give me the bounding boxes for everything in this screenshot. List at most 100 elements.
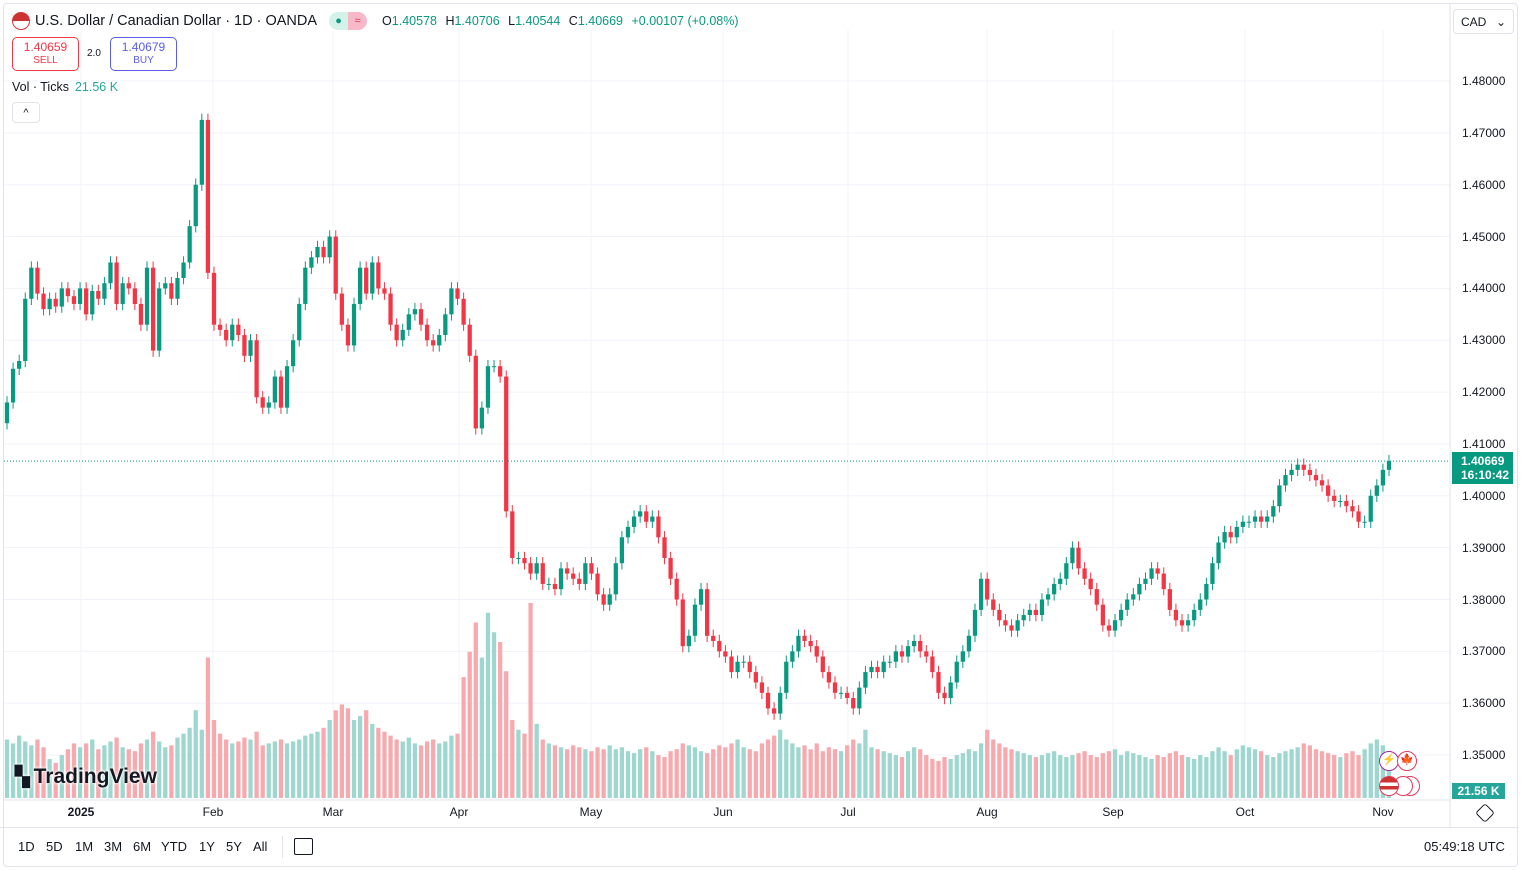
candle-body [936, 672, 941, 693]
volume-bar [1076, 753, 1081, 798]
price-tick: 1.37000 [1462, 644, 1506, 659]
candle-body [924, 651, 929, 657]
candle-body [741, 661, 746, 663]
volume-bar [778, 729, 783, 798]
volume-bar [1216, 747, 1221, 798]
candle-body [991, 599, 996, 610]
timeframe-3m[interactable]: 3M [104, 839, 123, 854]
candle-body [132, 288, 137, 304]
clock[interactable]: 05:49:18 UTC [1424, 839, 1505, 854]
volume-bar [1185, 757, 1191, 798]
volume-bar [1045, 753, 1051, 798]
candle-body [1003, 620, 1008, 626]
timeframe-6m[interactable]: 6M [133, 839, 152, 854]
bottom-toolbar [0, 827, 1517, 828]
candle-body [437, 335, 442, 346]
candle-body [571, 573, 576, 579]
volume-bar [1350, 751, 1355, 798]
candle-body [784, 661, 789, 693]
candle-body [546, 583, 551, 585]
candle-body [778, 692, 783, 714]
timeframe-ytd[interactable]: YTD [161, 839, 187, 854]
candle-body [558, 568, 564, 590]
timeframe-1d[interactable]: 1D [18, 839, 35, 854]
timeframe-1y[interactable]: 1Y [199, 839, 215, 854]
volume-bar [577, 747, 582, 798]
timeframe-1m[interactable]: 1M [75, 839, 94, 854]
candle-body [698, 589, 704, 605]
candle-body [1118, 609, 1124, 621]
candle-body [242, 335, 247, 356]
volume-bar [1265, 755, 1270, 798]
candle-body [406, 314, 411, 330]
time-tick: Nov [1372, 805, 1394, 819]
volume-bar [564, 749, 570, 798]
volume-bar [1356, 755, 1361, 798]
calendar-icon[interactable] [294, 838, 313, 855]
candle-body [930, 656, 935, 673]
volume-bar [924, 755, 929, 798]
candle-body [297, 303, 302, 341]
candle-body [199, 119, 204, 185]
volume-bar [1271, 757, 1276, 798]
volume-bar [169, 745, 174, 798]
candle-body [1222, 532, 1227, 543]
candle-body [1356, 511, 1361, 522]
collapse-legend-button[interactable]: ^ [12, 102, 40, 123]
candle-body [1112, 620, 1118, 631]
time-tick: Oct [1235, 805, 1255, 819]
candle-body [826, 672, 832, 683]
last-volume-label: 21.56 K [1452, 783, 1505, 799]
volume-bar [1167, 753, 1172, 798]
volume-bar [583, 749, 588, 798]
candle-body [71, 296, 77, 304]
event-canada-flag-icon[interactable]: 🍁 [1397, 751, 1417, 771]
volume-bar [1374, 739, 1379, 798]
candle-body [1015, 620, 1020, 631]
timeframe-5y[interactable]: 5Y [226, 839, 242, 854]
volume-bar [680, 743, 685, 798]
candle-body [53, 298, 58, 307]
volume-bar [431, 739, 436, 798]
candle-body [211, 272, 217, 325]
candle-body [230, 324, 235, 341]
timeframe-all[interactable]: All [253, 839, 268, 854]
candle-body [1277, 485, 1282, 507]
candle-body [717, 640, 722, 652]
buy-button[interactable]: 1.40679 BUY [110, 37, 177, 71]
volume-bar [1155, 755, 1160, 798]
event-us-flag-icon[interactable] [1379, 776, 1399, 796]
timeframe-5d[interactable]: 5D [46, 839, 63, 854]
market-open-icon: ● [329, 12, 349, 30]
candle-body [753, 672, 758, 683]
volume-legend[interactable]: Vol · Ticks 21.56 K [12, 80, 118, 94]
volume-bar [771, 735, 777, 798]
price-tick: 1.43000 [1462, 333, 1506, 348]
candle-body [1173, 609, 1179, 621]
candle-body [1246, 521, 1252, 523]
volume-bar [187, 727, 192, 798]
candle-body [284, 366, 290, 408]
volume-bar [985, 729, 990, 798]
volume-bar [443, 741, 448, 798]
volume-bar [1033, 757, 1039, 798]
currency-select[interactable]: CAD ⌄ [1453, 9, 1514, 34]
candle-body [1058, 578, 1063, 584]
candle-body [838, 692, 844, 694]
tradingview-logo[interactable]: ▚ TradingView [15, 765, 157, 789]
sell-button[interactable]: 1.40659 SELL [12, 37, 79, 71]
volume-bar [1332, 755, 1337, 798]
volume-bar [248, 739, 253, 798]
event-lightning-icon[interactable]: ⚡ [1379, 751, 1399, 771]
high-value: 1.40706 [454, 14, 500, 28]
volume-bar [711, 749, 716, 798]
buy-label: BUY [133, 55, 154, 66]
volume-bar [686, 745, 691, 798]
market-status[interactable]: ● ≈ [329, 12, 368, 30]
volume-bar [838, 751, 844, 798]
candle-body [394, 324, 399, 341]
candle-body [1252, 516, 1258, 522]
candle-body [948, 682, 953, 699]
symbol-title[interactable]: U.S. Dollar / Canadian Dollar · 1D · OAN… [35, 13, 318, 29]
